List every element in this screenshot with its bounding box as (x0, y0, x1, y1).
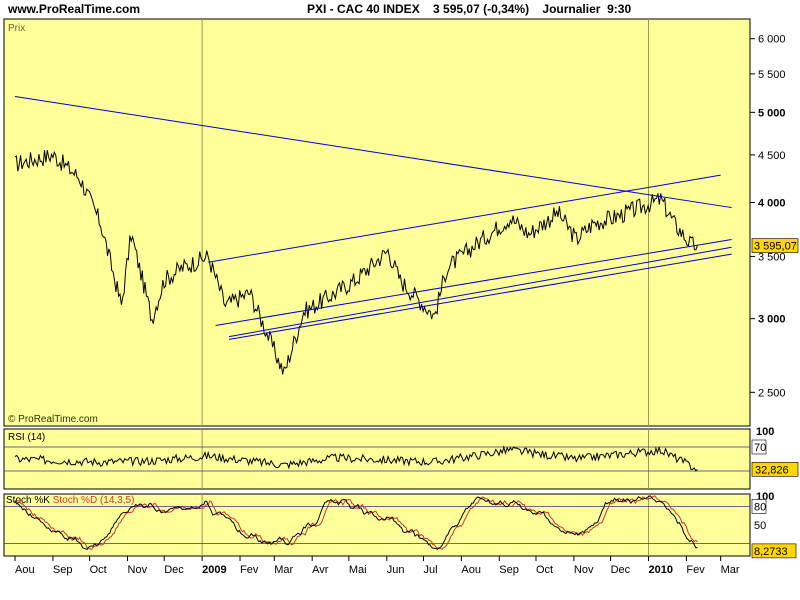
x-tick-label: Nov (128, 564, 148, 576)
stoch-level-box (751, 499, 767, 514)
trendline (228, 253, 732, 340)
stoch-panel-label: Stoch %K Stoch %D (14,3,5) (6, 495, 134, 506)
rsi-line (14, 445, 698, 472)
x-tick-label: Mar (721, 564, 740, 576)
x-tick-label: Jul (423, 564, 437, 576)
price-y-tick-label: 3 500 (758, 251, 786, 263)
x-tick-label: Sep (499, 564, 519, 576)
x-tick-label: 2010 (648, 564, 672, 576)
price-y-tick-label: 4 000 (758, 197, 786, 209)
x-tick-label: Nov (574, 564, 594, 576)
watermark: © ProRealTime.com (8, 414, 98, 425)
rsi-y-tick-label: 100 (756, 426, 774, 438)
price-y-tick-label: 5 500 (758, 69, 786, 81)
stoch-y-tick-label: 80 (754, 501, 766, 513)
last-price-label: 3 595,07 (754, 241, 797, 253)
last-price-box (751, 238, 799, 253)
stoch-last-label: 8,2733 (754, 546, 788, 558)
chart-title: PXI - CAC 40 INDEX 3 595,07 (-0,34%) Jou… (307, 2, 632, 16)
trendline (228, 246, 732, 338)
trendline (215, 238, 732, 326)
rsi-level-box (751, 439, 767, 455)
price-y-tick-label: 6 000 (758, 34, 786, 46)
x-tick-label: Dec (611, 564, 631, 576)
site-name[interactable]: www.ProRealTime.com (8, 2, 141, 16)
x-tick-label: Aou (15, 564, 35, 576)
rsi-y-tick-label: 70 (754, 442, 766, 454)
stoch-k-line (14, 495, 698, 551)
x-tick-label: Oct (90, 564, 107, 576)
x-tick-label: Dec (164, 564, 184, 576)
rsi-panel (3, 428, 751, 490)
x-tick-label: Mar (274, 564, 293, 576)
price-y-tick-label: 5 000 (758, 107, 786, 119)
trendline (208, 174, 721, 263)
header-bar: www.ProRealTime.com PXI - CAC 40 INDEX 3… (0, 0, 800, 20)
trendline (14, 96, 732, 209)
price-panel-label: Prix (8, 23, 25, 34)
rsi-panel-label: RSI (14) (8, 432, 45, 443)
x-tick-label: Fev (686, 564, 705, 576)
x-tick-label: Sep (53, 564, 73, 576)
price-y-tick-label: 3 000 (758, 314, 786, 326)
stoch-d-line (15, 495, 698, 551)
stoch-y-tick-label: 50 (754, 520, 766, 532)
rsi-last-label: 32,826 (755, 464, 789, 476)
price-line (14, 150, 698, 375)
stoch-last-box (751, 543, 797, 559)
x-tick-label: Fev (240, 564, 259, 576)
stoch-panel (3, 493, 751, 557)
x-tick-label: Mai (349, 564, 367, 576)
x-tick-label: Avr (312, 564, 329, 576)
price-panel (3, 18, 751, 427)
rsi-last-box (751, 462, 799, 477)
x-tick-label: 2009 (202, 564, 226, 576)
price-y-tick-label: 2 500 (758, 387, 786, 399)
x-tick-label: Jun (387, 564, 405, 576)
x-tick-label: Oct (536, 564, 553, 576)
price-y-tick-label: 4 500 (758, 150, 786, 162)
x-tick-label: Aou (461, 564, 481, 576)
